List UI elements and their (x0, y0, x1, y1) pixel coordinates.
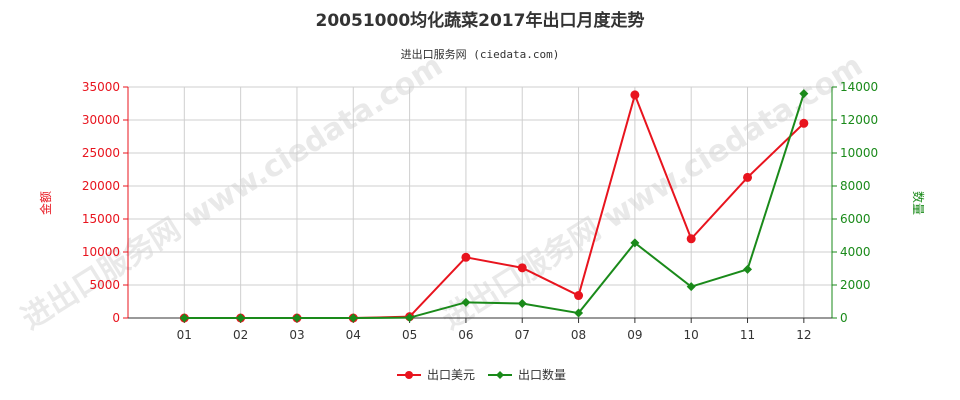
x-tick-label: 09 (627, 328, 642, 342)
y-right-tick-label: 10000 (840, 146, 878, 160)
grid (128, 86, 832, 319)
watermark: 进出口服务网 www.ciedata.com 进出口服务网 www.ciedat… (16, 48, 869, 337)
x-tick-label: 10 (684, 328, 699, 342)
legend: 出口美元 出口数量 (397, 367, 566, 382)
y-axis-left-title: 金额 (38, 191, 53, 215)
series-point-2 (405, 313, 415, 323)
watermark-text: 进出口服务网 www.ciedata.com (16, 48, 449, 337)
x-tick-label: 06 (458, 328, 473, 342)
x-tick-label: 11 (740, 328, 755, 342)
legend-swatch-marker (405, 371, 413, 379)
y-left-tick-label: 15000 (82, 212, 120, 226)
x-tick-label: 07 (515, 328, 530, 342)
series-point-2 (799, 89, 809, 99)
legend-label: 出口美元 (427, 368, 475, 382)
chart-subtitle: 进出口服务网 (ciedata.com) (401, 47, 560, 61)
y-left-tick-label: 35000 (82, 80, 120, 94)
y-left-tick-label: 0 (112, 311, 120, 325)
x-tick-label: 03 (289, 328, 304, 342)
y-left-tick-label: 25000 (82, 146, 120, 160)
series-point-1 (630, 90, 640, 100)
series-line-2 (184, 93, 805, 319)
legend-label: 出口数量 (518, 367, 566, 382)
series-point-1 (517, 263, 527, 273)
series-point-1 (799, 118, 809, 128)
series-point-1 (461, 252, 471, 262)
series-point-2 (179, 313, 189, 323)
series-point-2 (574, 308, 584, 318)
chart-title: 20051000均化蔬菜2017年出口月度走势 (316, 10, 645, 31)
series-point-1 (574, 291, 584, 301)
x-tick-label: 04 (346, 328, 361, 342)
series-point-2 (348, 313, 358, 323)
y-left-tick-label: 5000 (89, 278, 120, 292)
x-tick-label: 12 (796, 328, 811, 342)
series-point-2 (236, 313, 246, 323)
y-right-tick-label: 8000 (840, 179, 871, 193)
axes: 0 5000 10000 15000 20000 25000 30000 35000 0 2000… (82, 80, 878, 342)
series-point-2 (517, 298, 527, 308)
series-point-1 (743, 172, 753, 182)
series-point-2 (630, 238, 640, 248)
series-point-2 (743, 264, 753, 274)
y-right-tick-label: 2000 (840, 278, 871, 292)
x-tick-label: 08 (571, 328, 586, 342)
series-point-2 (292, 313, 302, 323)
y-right-tick-label: 4000 (840, 245, 871, 259)
series-point-2 (461, 297, 471, 307)
y-right-tick-label: 12000 (840, 113, 878, 127)
series-point-1 (686, 234, 696, 244)
legend-swatch-marker (496, 371, 504, 379)
series-layer (179, 89, 809, 323)
y-axis-right-title: 数量 (911, 191, 926, 215)
y-left-tick-label: 20000 (82, 179, 120, 193)
y-left-tick-label: 30000 (82, 113, 120, 127)
x-tick-label: 01 (177, 328, 192, 342)
y-right-tick-label: 0 (840, 311, 848, 325)
series-point-2 (686, 282, 696, 292)
y-right-tick-label: 6000 (840, 212, 871, 226)
x-tick-label: 05 (402, 328, 417, 342)
y-left-tick-label: 10000 (82, 245, 120, 259)
x-tick-label: 02 (233, 328, 248, 342)
y-right-tick-label: 14000 (840, 80, 878, 94)
